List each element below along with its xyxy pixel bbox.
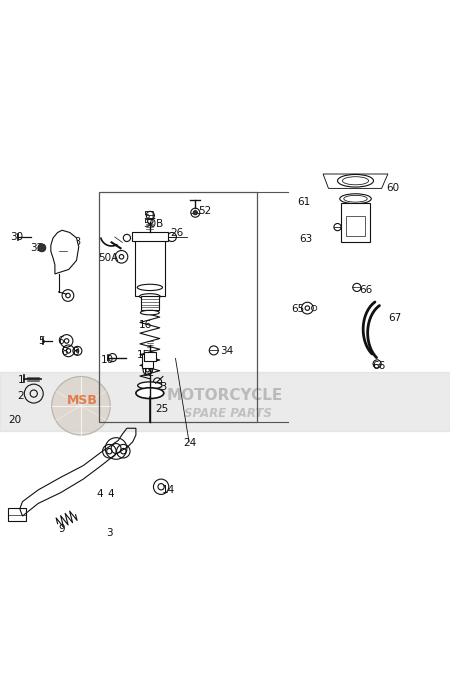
Text: 50A: 50A xyxy=(98,253,118,263)
Ellipse shape xyxy=(340,194,371,204)
Text: 8: 8 xyxy=(62,347,68,358)
Ellipse shape xyxy=(136,387,164,398)
Text: 24: 24 xyxy=(184,438,197,447)
Ellipse shape xyxy=(138,382,162,389)
Text: 1: 1 xyxy=(18,375,25,385)
Circle shape xyxy=(193,210,198,215)
Circle shape xyxy=(145,356,150,361)
Ellipse shape xyxy=(140,311,159,315)
Bar xyxy=(346,217,365,236)
Polygon shape xyxy=(51,230,79,274)
Text: 12: 12 xyxy=(142,368,155,379)
Text: 65: 65 xyxy=(292,304,305,314)
Text: 8: 8 xyxy=(72,347,79,358)
Ellipse shape xyxy=(338,174,374,187)
Text: 13: 13 xyxy=(155,382,168,392)
Text: 2: 2 xyxy=(17,392,24,401)
Ellipse shape xyxy=(137,284,162,291)
Text: 50B: 50B xyxy=(143,219,163,229)
Circle shape xyxy=(146,211,154,219)
Circle shape xyxy=(145,362,150,366)
Text: 26: 26 xyxy=(170,228,183,238)
Bar xyxy=(0,372,450,430)
Text: 10: 10 xyxy=(101,355,114,365)
Bar xyxy=(141,296,159,310)
Text: 32: 32 xyxy=(31,243,44,253)
Text: 52: 52 xyxy=(198,206,211,216)
Text: 4: 4 xyxy=(107,490,114,499)
Circle shape xyxy=(147,353,153,360)
Bar xyxy=(135,239,165,296)
Circle shape xyxy=(334,223,341,231)
Circle shape xyxy=(38,244,46,252)
Text: SPARE PARTS: SPARE PARTS xyxy=(184,407,272,420)
Text: 14: 14 xyxy=(162,486,175,495)
Text: 61: 61 xyxy=(297,197,310,207)
Circle shape xyxy=(52,377,110,435)
Text: 9: 9 xyxy=(58,524,65,535)
Text: MOTORCYCLE: MOTORCYCLE xyxy=(166,388,283,403)
Text: MSB: MSB xyxy=(67,394,98,407)
Text: 4: 4 xyxy=(97,490,104,499)
Text: 5: 5 xyxy=(38,336,45,347)
Text: 67: 67 xyxy=(388,313,401,323)
Circle shape xyxy=(191,208,200,217)
Text: 20: 20 xyxy=(8,415,21,425)
Text: 60: 60 xyxy=(386,183,399,193)
Circle shape xyxy=(153,378,162,386)
Circle shape xyxy=(209,346,218,355)
Circle shape xyxy=(108,353,117,362)
Bar xyxy=(144,352,156,361)
Text: 16: 16 xyxy=(139,320,152,330)
Text: 25: 25 xyxy=(155,404,168,414)
Text: 63: 63 xyxy=(299,234,312,244)
Text: 66: 66 xyxy=(359,285,372,295)
Text: 34: 34 xyxy=(220,347,234,356)
Ellipse shape xyxy=(140,294,160,299)
Text: 6: 6 xyxy=(58,336,64,347)
Text: 51: 51 xyxy=(143,211,156,221)
Bar xyxy=(132,232,168,240)
Text: 66: 66 xyxy=(373,361,386,371)
Text: 33: 33 xyxy=(68,236,81,247)
Bar xyxy=(341,203,370,242)
Text: 30: 30 xyxy=(10,232,23,242)
Bar xyxy=(142,354,153,368)
Text: 11: 11 xyxy=(142,361,155,370)
Text: 3: 3 xyxy=(106,528,112,538)
Circle shape xyxy=(167,232,176,242)
Text: 15: 15 xyxy=(137,350,150,360)
